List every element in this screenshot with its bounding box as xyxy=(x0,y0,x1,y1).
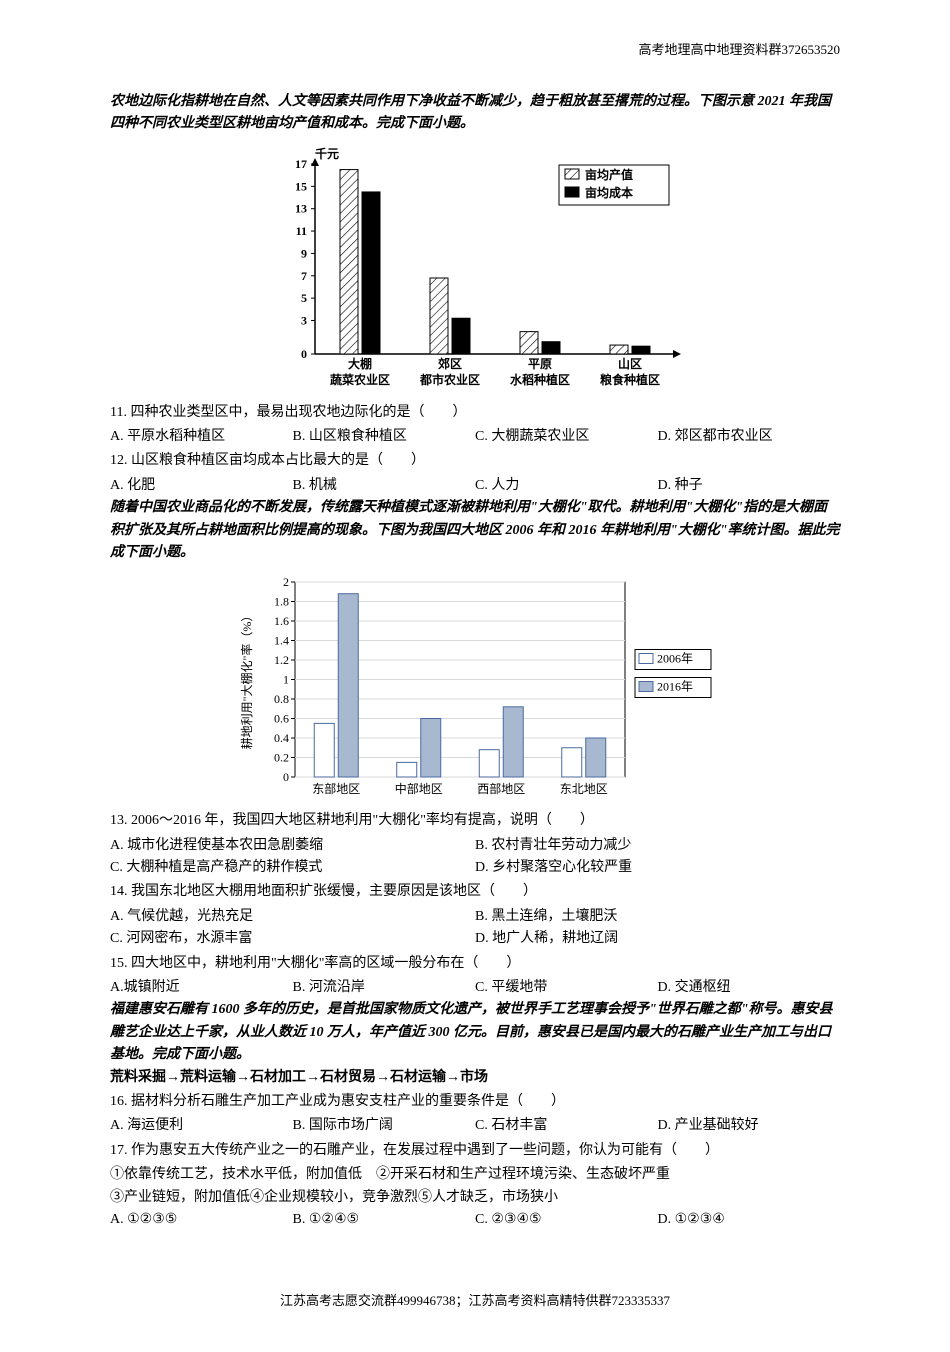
q16-options: A. 海运便利 B. 国际市场广阔 C. 石材丰富 D. 产业基础较好 xyxy=(110,1115,840,1137)
q14-opt-c: C. 河网密布，水源丰富 xyxy=(110,928,475,950)
q14-opt-d: D. 地广人稀，耕地辽阔 xyxy=(475,928,840,950)
svg-text:东北地区: 东北地区 xyxy=(560,782,608,796)
q11-opt-d: D. 郊区都市农业区 xyxy=(658,426,841,448)
q15-opt-d: D. 交通枢纽 xyxy=(658,977,841,999)
svg-text:大棚: 大棚 xyxy=(348,356,372,371)
chart2-svg: 0 0.2 0.4 0.6 0.8 1 1.2 1.4 1.6 1.8 2 耕地利用"大棚化"率（%）… xyxy=(235,572,715,802)
svg-text:9: 9 xyxy=(301,246,307,260)
svg-text:粮食种植区: 粮食种植区 xyxy=(600,372,660,387)
q11-options: A. 平原水稻种植区 B. 山区粮食种植区 C. 大棚蔬菜农业区 D. 郊区都市… xyxy=(110,426,840,448)
q12-options: A. 化肥 B. 机械 C. 人力 D. 种子 xyxy=(110,475,840,497)
svg-text:东部地区: 东部地区 xyxy=(312,781,360,796)
chart1-svg: 千元 0 3 5 7 9 11 13 15 17 大棚蔬菜农业区 郊区都市农业区 平原水稻种植区 山区粮食… xyxy=(265,144,685,394)
q15-opt-b: B. 河流沿岸 xyxy=(293,977,476,999)
q11-opt-a: A. 平原水稻种植区 xyxy=(110,426,293,448)
q16-opt-d: D. 产业基础较好 xyxy=(658,1115,841,1137)
svg-text:0.6: 0.6 xyxy=(274,712,289,726)
svg-text:0: 0 xyxy=(283,770,289,784)
svg-text:5: 5 xyxy=(301,291,307,305)
q16-opt-c: C. 石材丰富 xyxy=(475,1115,658,1137)
svg-text:7: 7 xyxy=(301,268,307,282)
q17-line-1: ①依靠传统工艺，技术水平低，附加值低 ②开采石材和生产过程环境污染、生态破坏严重 xyxy=(110,1164,840,1186)
svg-text:11: 11 xyxy=(296,224,307,238)
svg-text:蔬菜农业区: 蔬菜农业区 xyxy=(330,372,390,387)
chart-1: 千元 0 3 5 7 9 11 13 15 17 大棚蔬菜农业区 郊区都市农业区 平原水稻种植区 山区粮食… xyxy=(110,144,840,394)
svg-text:西部地区: 西部地区 xyxy=(477,781,525,796)
svg-text:3: 3 xyxy=(301,313,307,327)
svg-text:0.8: 0.8 xyxy=(274,692,289,706)
intro-1: 农地边际化指耕地在自然、人文等因素共同作用下净收益不断减少，趋于粗放甚至撂荒的过… xyxy=(110,91,840,136)
q13-opt-c: C. 大棚种植是高产稳产的耕作模式 xyxy=(110,857,475,879)
svg-text:0: 0 xyxy=(301,347,307,361)
header-right-text: 高考地理高中地理资料群372653520 xyxy=(110,40,840,61)
svg-text:1.4: 1.4 xyxy=(274,634,289,648)
q11-stem: 11. 四种农业类型区中，最易出现农地边际化的是（ ） xyxy=(110,402,840,424)
q13-opt-a: A. 城市化进程使基本农田急剧萎缩 xyxy=(110,835,475,857)
intro-2: 随着中国农业商品化的不断发展，传统露天种植模式逐渐被耕地利用"大棚化"取代。耕地… xyxy=(110,497,840,564)
q12-opt-d: D. 种子 xyxy=(658,475,841,497)
svg-text:千元: 千元 xyxy=(315,146,339,161)
q17-line-2: ③产业链短，附加值低④企业规模较小，竞争激烈⑤人才缺乏，市场狭小 xyxy=(110,1187,840,1209)
svg-text:17: 17 xyxy=(295,157,307,171)
q15-opt-a: A.城镇附近 xyxy=(110,977,293,999)
q11-opt-b: B. 山区粮食种植区 xyxy=(293,426,476,448)
svg-text:0.2: 0.2 xyxy=(274,751,289,765)
q16-opt-b: B. 国际市场广阔 xyxy=(293,1115,476,1137)
footer-text: 江苏高考志愿交流群499946738；江苏高考资料高精特供群723335337 xyxy=(110,1291,840,1312)
svg-text:2006年: 2006年 xyxy=(657,652,693,666)
svg-text:郊区: 郊区 xyxy=(438,356,462,371)
svg-text:水稻种植区: 水稻种植区 xyxy=(510,372,570,387)
q12-opt-c: C. 人力 xyxy=(475,475,658,497)
q17-opt-c: C. ②③④⑤ xyxy=(475,1209,658,1231)
intro-3: 福建惠安石雕有 1600 多年的历史，是首批国家物质文化遗产，被世界手工艺理事会… xyxy=(110,999,840,1066)
q15-options: A.城镇附近 B. 河流沿岸 C. 平缓地带 D. 交通枢纽 xyxy=(110,977,840,999)
q12-opt-b: B. 机械 xyxy=(293,475,476,497)
q17-opt-d: D. ①②③④ xyxy=(658,1209,841,1231)
q15-stem: 15. 四大地区中，耕地利用"大棚化"率高的区域一般分布在（ ） xyxy=(110,953,840,975)
q13-opt-d: D. 乡村聚落空心化较严重 xyxy=(475,857,840,879)
svg-text:1.2: 1.2 xyxy=(274,653,289,667)
q13-options: A. 城市化进程使基本农田急剧萎缩 B. 农村青壮年劳动力减少 C. 大棚种植是… xyxy=(110,835,840,880)
svg-text:1.6: 1.6 xyxy=(274,614,289,628)
svg-text:耕地利用"大棚化"率（%）: 耕地利用"大棚化"率（%） xyxy=(239,610,254,750)
svg-text:0.4: 0.4 xyxy=(274,731,289,745)
svg-text:1: 1 xyxy=(283,673,289,687)
q12-opt-a: A. 化肥 xyxy=(110,475,293,497)
q14-options: A. 气候优越，光热充足 B. 黑土连绵，土壤肥沃 C. 河网密布，水源丰富 D… xyxy=(110,906,840,951)
q14-opt-b: B. 黑土连绵，土壤肥沃 xyxy=(475,906,840,928)
svg-text:山区: 山区 xyxy=(618,356,642,371)
q17-options: A. ①②③⑤ B. ①②④⑤ C. ②③④⑤ D. ①②③④ xyxy=(110,1209,840,1231)
q14-opt-a: A. 气候优越，光热充足 xyxy=(110,906,475,928)
svg-text:15: 15 xyxy=(295,179,307,193)
svg-text:2016年: 2016年 xyxy=(657,680,693,694)
svg-text:亩均成本: 亩均成本 xyxy=(585,185,633,200)
q16-opt-a: A. 海运便利 xyxy=(110,1115,293,1137)
q16-stem: 16. 据材料分析石雕生产加工产业成为惠安支柱产业的重要条件是（ ） xyxy=(110,1091,840,1113)
q12-stem: 12. 山区粮食种植区亩均成本占比最大的是（ ） xyxy=(110,450,840,472)
svg-text:1.8: 1.8 xyxy=(274,595,289,609)
svg-text:2: 2 xyxy=(283,575,289,589)
q15-opt-c: C. 平缓地带 xyxy=(475,977,658,999)
q17-opt-b: B. ①②④⑤ xyxy=(293,1209,476,1231)
q13-opt-b: B. 农村青壮年劳动力减少 xyxy=(475,835,840,857)
svg-text:都市农业区: 都市农业区 xyxy=(419,372,480,387)
q17-opt-a: A. ①②③⑤ xyxy=(110,1209,293,1231)
q17-stem: 17. 作为惠安五大传统产业之一的石雕产业，在发展过程中遇到了一些问题，你认为可… xyxy=(110,1140,840,1162)
q14-stem: 14. 我国东北地区大棚用地面积扩张缓慢，主要原因是该地区（ ） xyxy=(110,881,840,903)
svg-text:亩均产值: 亩均产值 xyxy=(585,167,633,182)
svg-text:平原: 平原 xyxy=(528,357,552,371)
q13-stem: 13. 2006～2016 年，我国四大地区耕地利用"大棚化"率均有提高，说明（… xyxy=(110,810,840,832)
q11-opt-c: C. 大棚蔬菜农业区 xyxy=(475,426,658,448)
svg-text:13: 13 xyxy=(295,201,307,215)
chart-2: 0 0.2 0.4 0.6 0.8 1 1.2 1.4 1.6 1.8 2 耕地利用"大棚化"率（%）… xyxy=(110,572,840,802)
production-chain: 荒料采掘→荒料运输→石材加工→石材贸易→石材运输→市场 xyxy=(110,1067,840,1089)
svg-text:中部地区: 中部地区 xyxy=(395,781,443,796)
